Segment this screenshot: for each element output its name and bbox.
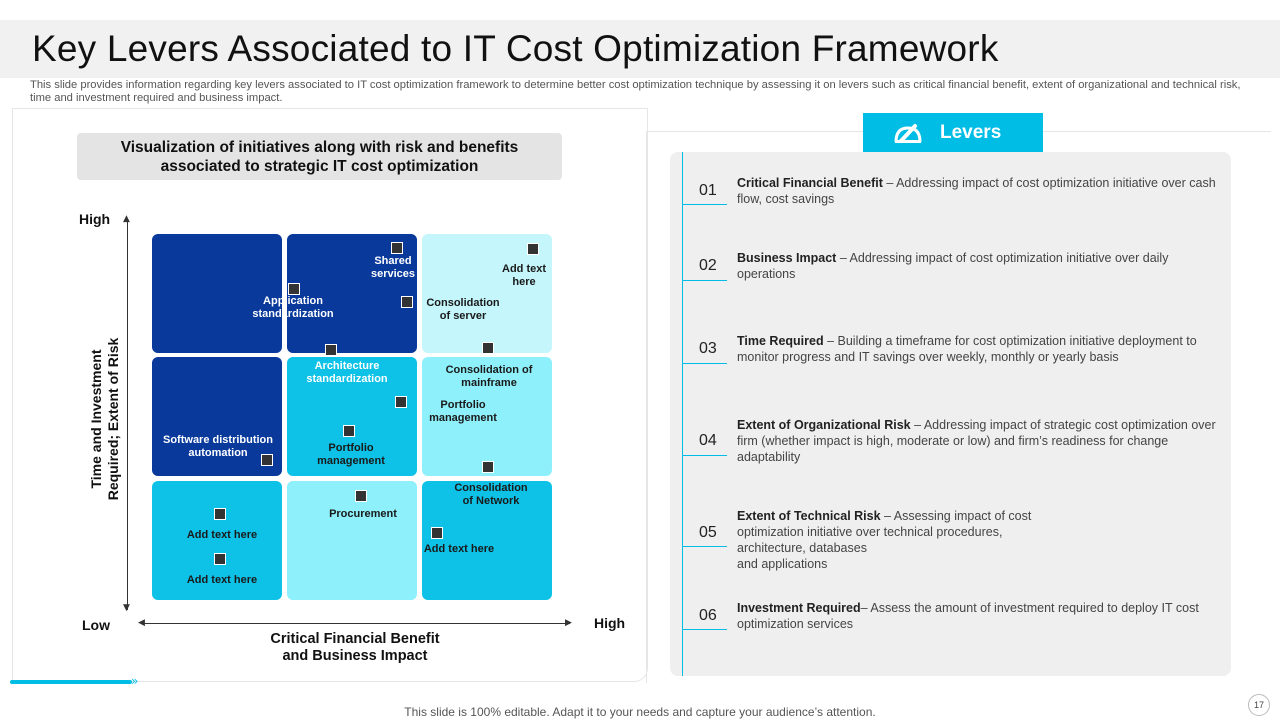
x-axis-arrow-right-icon: ▶ (565, 618, 572, 628)
label-add-text-c: Add text here (423, 543, 495, 555)
footer-note: This slide is 100% editable. Adapt it to… (404, 705, 876, 719)
label-architecture-standardization: Architecture standardization (306, 360, 388, 385)
matrix-cell-high-low (152, 234, 282, 353)
visualization-heading: Visualization of initiatives along with … (77, 133, 562, 180)
marker-add-text-top (527, 243, 539, 255)
levers-panel (670, 152, 1231, 676)
label-add-text-a: Add text here (186, 529, 258, 541)
y-axis-arrow-down-icon: ▼ (123, 603, 130, 613)
lever-gauge-icon (894, 124, 922, 143)
marker-consolidation-network (482, 461, 494, 473)
accent-line (10, 680, 132, 684)
matrix-cell-mid-mid (287, 357, 417, 476)
lever-item-02: 02 Business Impact – Addressing impact o… (683, 250, 1223, 290)
lever-number: 05 (699, 524, 717, 541)
levers-header: Levers (863, 113, 1043, 152)
y-axis-title-line2: Required; Extent of Risk (105, 337, 121, 501)
x-axis-title-line2: and Business Impact (282, 648, 428, 664)
x-axis-arrow-left-icon: ◀ (138, 618, 145, 628)
matrix-cell-mid-high (422, 357, 552, 476)
matrix-cell-low-low (152, 481, 282, 600)
y-axis-arrow-up-icon: ▲ (123, 214, 130, 224)
marker-procurement (355, 490, 367, 502)
matrix-cell-low-mid (287, 481, 417, 600)
label-consolidation-mainframe: Consolidation of mainframe (445, 364, 533, 389)
lever-number: 01 (699, 182, 717, 199)
page-title: Key Levers Associated to IT Cost Optimiz… (32, 28, 999, 69)
levers-divider-vertical (646, 131, 647, 683)
marker-architecture (325, 344, 337, 356)
lever-number: 03 (699, 340, 717, 357)
lever-underline (683, 363, 727, 364)
matrix-cell-mid-low (152, 357, 282, 476)
x-axis-line (142, 623, 570, 624)
label-procurement: Procurement (329, 508, 397, 520)
marker-shared-services (391, 242, 403, 254)
lever-item-03: 03 Time Required – Building a timeframe … (683, 333, 1223, 373)
marker-add-text-c (431, 527, 443, 539)
lever-description: Business Impact – Addressing impact of c… (737, 251, 1169, 281)
lever-underline (683, 546, 727, 547)
marker-application (288, 283, 300, 295)
title-bar (0, 20, 1280, 78)
x-axis-high-label: High (594, 615, 626, 631)
label-add-text-b: Add text here (186, 574, 258, 586)
y-axis-title-line1: Time and Investment (88, 349, 104, 489)
axis-low-label: Low (82, 617, 110, 633)
matrix-cell-low-high (422, 481, 552, 600)
marker-consolidation-server (401, 296, 413, 308)
label-consolidation-server: Consolidation of server (426, 297, 500, 322)
lever-item-05: 05 Extent of Technical Risk – Assessing … (683, 508, 1223, 571)
marker-software-distribution (261, 454, 273, 466)
marker-portfolio-right (395, 396, 407, 408)
y-axis-title: Time and Investment Required; Extent of … (88, 334, 122, 504)
lever-number: 02 (699, 257, 717, 274)
lever-item-04: 04 Extent of Organizational Risk – Addre… (683, 417, 1223, 467)
page-number: 17 (1248, 694, 1270, 716)
lever-number: 06 (699, 607, 717, 624)
lever-underline (683, 204, 727, 205)
lever-item-01: 01 Critical Financial Benefit – Addressi… (683, 175, 1223, 215)
label-portfolio-management-mid: Portfolio management (317, 442, 385, 467)
label-portfolio-management-right: Portfolio management (429, 399, 497, 424)
lever-number: 04 (699, 432, 717, 449)
lever-description: Investment Required– Assess the amount o… (737, 601, 1199, 631)
marker-add-text-b (214, 553, 226, 565)
lever-underline (683, 629, 727, 630)
label-add-text-top: Add text here (502, 263, 546, 288)
lever-underline (683, 455, 727, 456)
visualization-heading-line2: associated to strategic IT cost optimiza… (160, 158, 479, 175)
x-axis-title: Critical Financial Benefit and Business … (220, 631, 490, 665)
label-application-standardization: Application standardization (252, 295, 334, 320)
y-axis-line (127, 220, 128, 610)
label-software-distribution: Software distribution automation (163, 434, 273, 459)
lever-description: Time Required – Building a timeframe for… (737, 334, 1197, 364)
y-axis-high-label: High (79, 211, 111, 227)
x-axis-title-line1: Critical Financial Benefit (270, 631, 440, 647)
marker-add-text-a (214, 508, 226, 520)
visualization-heading-line1: Visualization of initiatives along with … (120, 139, 519, 156)
double-chevron-icon: » (131, 674, 139, 688)
lever-description: Critical Financial Benefit – Addressing … (737, 176, 1216, 206)
label-consolidation-network: Consolidation of Network (454, 482, 528, 507)
lever-description: Extent of Technical Risk – Assessing imp… (737, 509, 1032, 571)
lever-description: Extent of Organizational Risk – Addressi… (737, 418, 1216, 464)
label-shared-services: Shared services (370, 255, 416, 280)
lever-item-06: 06 Investment Required– Assess the amoun… (683, 600, 1223, 640)
lever-underline (683, 280, 727, 281)
marker-consolidation-mainframe (482, 342, 494, 354)
page-subtitle: This slide provides information regardin… (30, 79, 1241, 104)
levers-header-label: Levers (940, 122, 1002, 143)
marker-portfolio-mid (343, 425, 355, 437)
levers-timeline (682, 152, 683, 676)
